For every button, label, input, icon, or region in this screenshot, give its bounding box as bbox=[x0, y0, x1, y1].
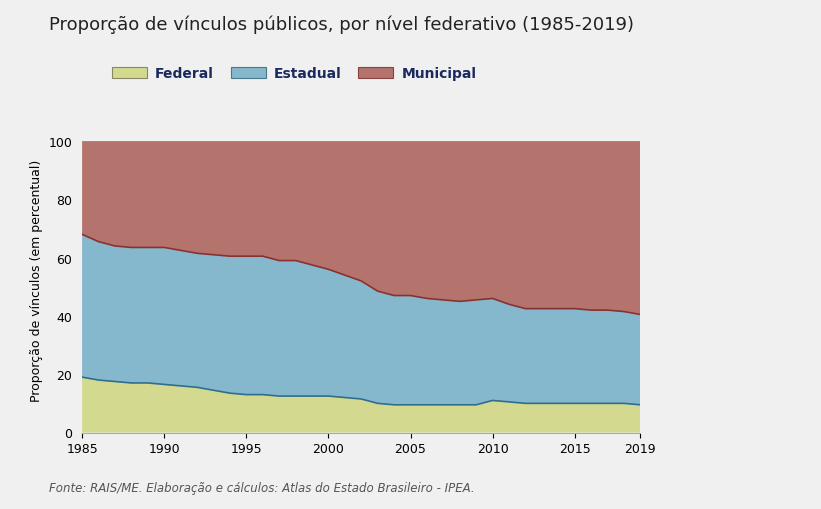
Text: Proporção de vínculos públicos, por nível federativo (1985-2019): Proporção de vínculos públicos, por níve… bbox=[49, 15, 635, 34]
Y-axis label: Proporção de vínculos (em percentual): Proporção de vínculos (em percentual) bbox=[30, 159, 43, 401]
Text: Fonte: RAIS/ME. Elaboração e cálculos: Atlas do Estado Brasileiro - IPEA.: Fonte: RAIS/ME. Elaboração e cálculos: A… bbox=[49, 481, 475, 494]
Legend: Federal, Estadual, Municipal: Federal, Estadual, Municipal bbox=[112, 67, 476, 81]
